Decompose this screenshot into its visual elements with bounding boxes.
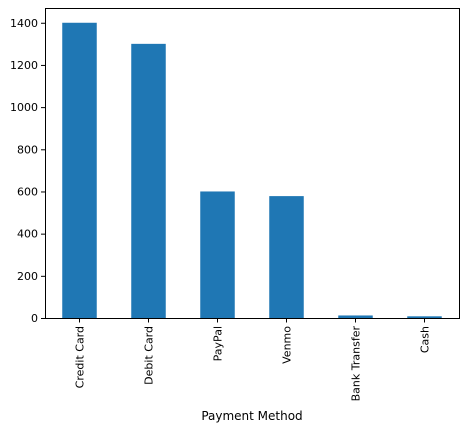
x-tick-label: Venmo <box>281 326 294 364</box>
y-tick-label: 1200 <box>10 59 38 72</box>
ticks-layer: Credit Card Debit Card PayPal Venmo Bank Tra… <box>10 17 432 402</box>
y-tick-label: 200 <box>17 270 38 283</box>
y-tick-label: 800 <box>17 143 38 156</box>
y-tick-label: 600 <box>17 185 38 198</box>
bar-venmo <box>269 196 304 318</box>
x-axis-title: Payment Method <box>201 409 302 423</box>
y-tick-label: 400 <box>17 228 38 241</box>
bar-credit-card <box>62 22 97 319</box>
bar-debit-card <box>131 43 166 318</box>
bars-layer <box>62 22 442 319</box>
y-tick-label: 0 <box>31 312 38 325</box>
x-tick-label: Debit Card <box>143 326 156 385</box>
bar-paypal <box>200 191 235 318</box>
y-tick-label: 1000 <box>10 101 38 114</box>
bar-cash <box>407 316 442 318</box>
x-tick-label: Bank Transfer <box>350 326 363 402</box>
y-tick-label: 1400 <box>10 17 38 30</box>
x-tick-label: Cash <box>419 326 432 353</box>
x-tick-label: Credit Card <box>74 326 87 388</box>
bar-bank-transfer <box>338 315 373 318</box>
axes-frame <box>45 8 460 319</box>
x-tick-label: PayPal <box>212 326 225 361</box>
